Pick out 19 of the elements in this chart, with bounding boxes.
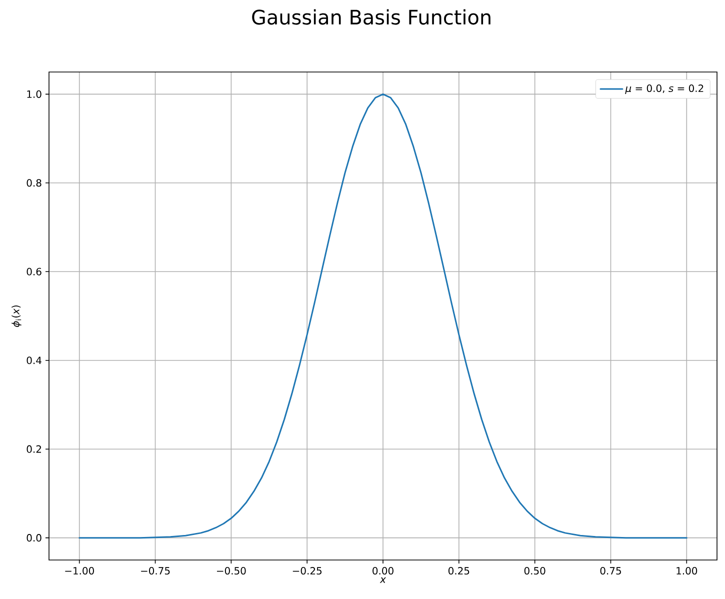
x-tick-label: 1.00: [676, 567, 698, 575]
x-tick-label: −0.50: [216, 567, 246, 575]
y-tick-label: 1.0: [27, 90, 42, 98]
x-tick-label: 0.00: [372, 567, 394, 575]
x-axis-title: x: [380, 577, 386, 583]
y-axis-title: ϕ$_{i}$(x): [12, 305, 22, 327]
x-tick-label: −1.00: [65, 567, 94, 575]
y-tick-label: 0.0: [26, 534, 42, 542]
chart-title: Gaussian Basis Function: [252, 9, 490, 25]
x-tick-label: 0.75: [600, 567, 621, 575]
legend-label: μ = 0.0, s = 0.2: [625, 84, 704, 94]
x-tick-label: 0.25: [448, 567, 470, 575]
x-tick-label: −0.25: [292, 567, 322, 575]
x-tick-label: 0.50: [524, 567, 546, 575]
y-tick-label: 0.8: [26, 179, 42, 187]
y-tick-label: 0.4: [26, 356, 42, 364]
x-tick-label: −0.75: [141, 567, 170, 575]
y-tick-label: 0.2: [26, 445, 41, 453]
y-tick-label: 0.6: [26, 268, 42, 276]
